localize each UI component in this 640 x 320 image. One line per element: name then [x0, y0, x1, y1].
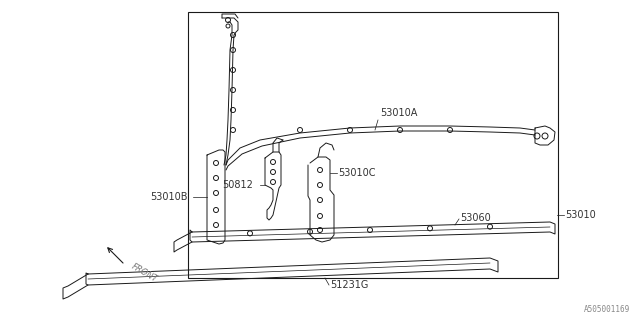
Text: 50812: 50812: [222, 180, 253, 190]
Text: 53010C: 53010C: [338, 168, 376, 178]
Bar: [188, 12, 558, 278]
Text: 53010B: 53010B: [150, 192, 188, 202]
Text: 53060: 53060: [460, 213, 491, 223]
Text: 51231G: 51231G: [330, 280, 369, 290]
Text: 53010: 53010: [565, 210, 596, 220]
Text: FRONT: FRONT: [130, 262, 159, 284]
Text: 53010A: 53010A: [380, 108, 417, 118]
Text: A505001169: A505001169: [584, 305, 630, 314]
